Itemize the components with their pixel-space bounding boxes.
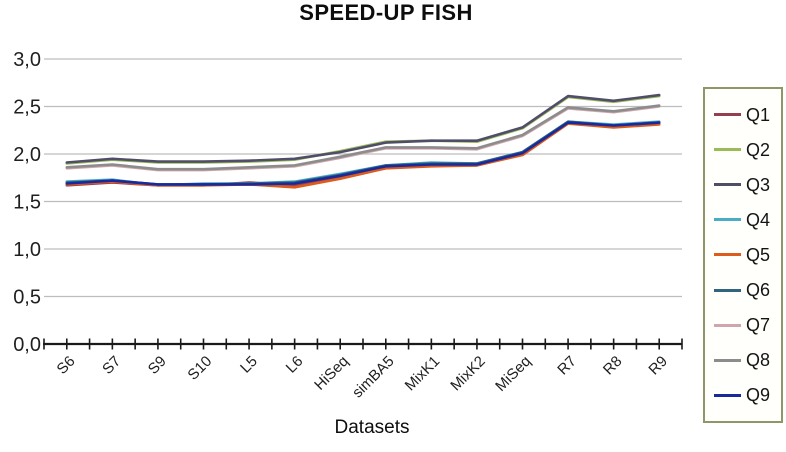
legend-item-q8: Q8 (714, 351, 777, 369)
legend-swatch-q4 (714, 218, 741, 222)
legend-swatch-q1 (714, 113, 741, 117)
series-line-q3 (65, 93, 661, 164)
legend-item-q1: Q1 (714, 106, 777, 124)
legend-item-q5: Q5 (714, 246, 777, 264)
legend-swatch-q9 (714, 393, 741, 397)
y-tick-label: 2,5 (13, 97, 41, 119)
legend-item-q9: Q9 (714, 386, 777, 404)
x-tick-label: MiSeq (492, 353, 534, 395)
y-tick-label: 0,5 (13, 287, 41, 309)
legend: Q1 Q2 Q3 Q4 Q5 Q6 Q7 Q8 Q9 (703, 87, 783, 423)
y-tick-label: 2,0 (13, 144, 41, 166)
legend-swatch-q2 (714, 148, 741, 152)
legend-item-q2: Q2 (714, 141, 777, 159)
x-tick-label: MixK1 (402, 353, 443, 394)
y-tick-label: 0,0 (13, 334, 41, 356)
legend-label-q1: Q1 (746, 104, 771, 125)
x-tick-label: S10 (184, 353, 215, 384)
legend-item-q3: Q3 (714, 176, 777, 194)
series-line-q5 (65, 122, 661, 189)
x-tick-label: R9 (645, 353, 671, 379)
series-line-q9 (65, 121, 661, 186)
legend-swatch-q5 (714, 253, 741, 257)
legend-label-q3: Q3 (746, 174, 771, 195)
legend-item-q4: Q4 (714, 211, 777, 229)
chart-title: SPEED-UP FISH (299, 0, 473, 25)
x-tick-label: R7 (554, 353, 580, 379)
legend-label-q7: Q7 (746, 315, 771, 336)
legend-swatch-q7 (714, 323, 741, 327)
legend-item-q6: Q6 (714, 281, 777, 299)
y-tick-label: 1,0 (13, 239, 41, 261)
legend-swatch-q6 (714, 288, 741, 292)
legend-label-q8: Q8 (746, 350, 771, 371)
x-tick-label: S6 (54, 353, 79, 378)
x-tick-label: S9 (145, 353, 170, 378)
legend-label-q9: Q9 (746, 385, 771, 406)
legend-item-q7: Q7 (714, 316, 777, 334)
y-tick-label: 1,5 (13, 192, 41, 214)
x-tick-label: L6 (283, 353, 307, 377)
legend-swatch-q3 (714, 183, 741, 187)
x-tick-label: L5 (237, 353, 261, 377)
x-tick-label: S7 (99, 353, 124, 378)
legend-label-q5: Q5 (746, 244, 771, 265)
legend-swatch-q8 (714, 358, 741, 362)
legend-label-q2: Q2 (746, 139, 771, 160)
x-tick-label: simBA5 (349, 353, 398, 402)
x-tick-label: MixK2 (447, 353, 488, 394)
legend-label-q4: Q4 (746, 209, 771, 230)
legend-label-q6: Q6 (746, 280, 771, 301)
series-line-q8 (65, 104, 661, 171)
x-tick-label: R8 (600, 353, 626, 379)
x-axis-title: Datasets (334, 417, 410, 438)
y-tick-label: 3,0 (13, 49, 41, 71)
x-tick-label: HiSeq (311, 353, 352, 394)
